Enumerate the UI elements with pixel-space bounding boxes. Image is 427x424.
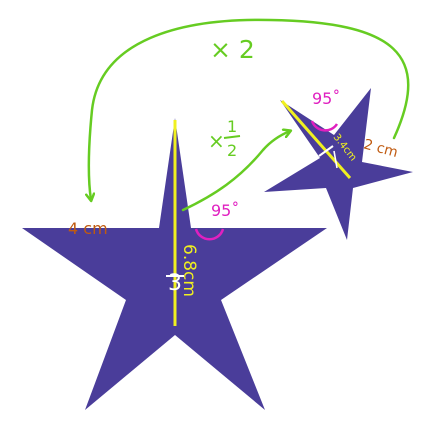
small-star-tick-mark-2: [333, 150, 338, 169]
scale-down-numerator: 1: [227, 117, 237, 136]
small-star-angle-label: 95˚: [312, 89, 340, 108]
large-star-side-label: 4 cm: [68, 219, 108, 238]
small-star-side-label: 2 cm: [362, 137, 400, 161]
large-star-angle-arc: [194, 228, 225, 241]
scale-down-denominator: 2: [227, 141, 237, 160]
large-star-angle-label: 95˚: [211, 201, 239, 220]
large-star-tick-label: 3: [168, 271, 182, 296]
large-star-height-label: 6.8cm: [179, 244, 199, 297]
scale-down-times-sign: ×: [208, 129, 225, 153]
small-star-tick-mark: [318, 145, 334, 157]
scale-up-label: × 2: [210, 35, 255, 64]
scale-down-arrow: [181, 131, 290, 212]
small-star-angle-arc: [310, 120, 339, 132]
scale-up-arrow: [89, 18, 410, 200]
scale-down-fraction-bar: [223, 135, 241, 139]
small-star-height-line: [280, 100, 352, 179]
